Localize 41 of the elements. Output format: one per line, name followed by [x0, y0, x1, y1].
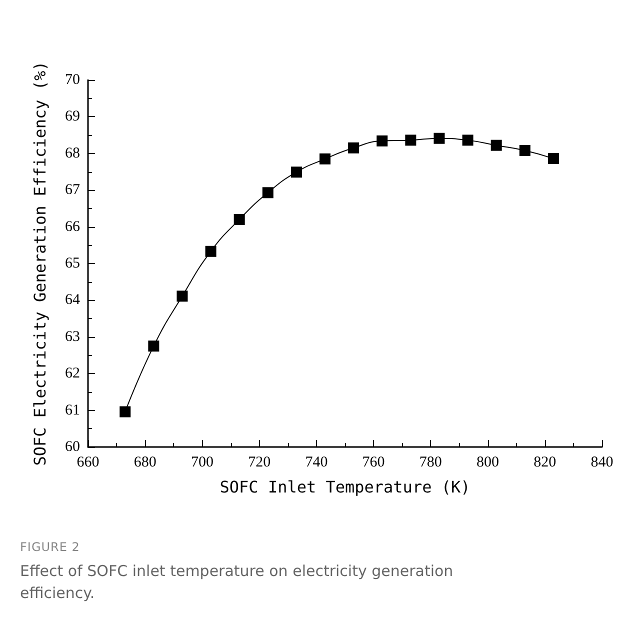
point — [148, 340, 160, 352]
point — [262, 187, 274, 198]
point — [290, 166, 302, 178]
point — [405, 134, 416, 146]
x-tick-label: 740 — [305, 454, 328, 470]
x-tick-label: 800 — [476, 454, 500, 470]
x-tick-label: 780 — [419, 454, 442, 470]
caption: FIGURE 2 — [20, 540, 81, 554]
point — [320, 153, 331, 164]
point — [376, 135, 388, 146]
point — [434, 132, 445, 144]
x-tick-label: 760 — [362, 454, 385, 470]
point — [548, 153, 559, 164]
point — [519, 144, 530, 156]
y-tick-label: 63 — [65, 328, 80, 345]
point — [176, 290, 188, 302]
point — [120, 406, 131, 418]
y-tick-label: 70 — [65, 72, 80, 88]
point — [462, 134, 474, 146]
point — [205, 246, 216, 257]
point — [348, 142, 360, 154]
x-tick-label: 840 — [590, 454, 614, 470]
x-tick-label: 720 — [248, 454, 271, 470]
x-tick-label: 660 — [76, 454, 100, 470]
y-tick-label: 68 — [65, 145, 80, 162]
y-tick-label: 64 — [65, 292, 80, 308]
y-tick-label: 60 — [65, 439, 80, 455]
y-tick-label: 69 — [65, 108, 80, 125]
y-axis-title: SOFC Electricity Generation Efficiency (%) — [30, 61, 50, 466]
x-tick-label: 820 — [534, 454, 556, 470]
y-tick-label: 67 — [65, 182, 80, 198]
point — [490, 140, 502, 151]
y-tick-label: 61 — [65, 402, 80, 418]
x-axis-title: SOFC Inlet Temperature (K) — [220, 478, 470, 496]
y-tick-label: 62 — [65, 366, 80, 382]
text: Effect of SOFC inlet temperature on electricity generation efficiency. — [20, 561, 454, 604]
x-tick-label: 680 — [134, 454, 156, 470]
point — [234, 214, 245, 225]
x-tick-label: 700 — [190, 454, 214, 470]
y-tick-label: 66 — [65, 218, 80, 235]
y-tick-label: 65 — [65, 256, 80, 272]
